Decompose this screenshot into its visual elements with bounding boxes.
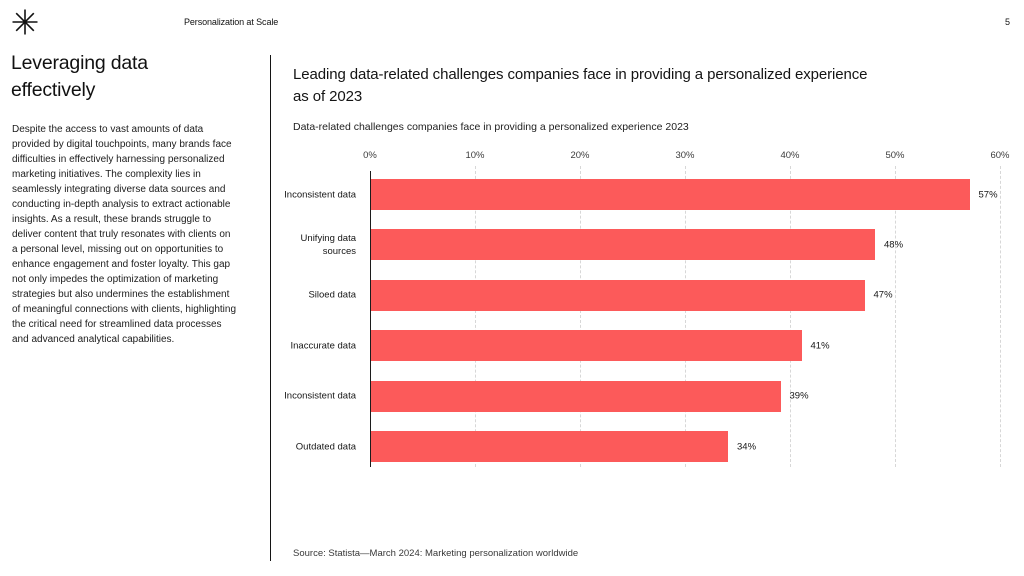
category-label: Inaccurate data — [290, 340, 357, 352]
bar — [371, 229, 875, 261]
header-title: Personalization at Scale — [184, 17, 279, 27]
value-label: 34% — [737, 441, 757, 452]
category-label: Inconsistent data — [284, 390, 356, 402]
category-label: Inconsistent data — [284, 189, 356, 200]
value-label: 39% — [789, 390, 809, 402]
bar — [371, 279, 865, 311]
x-axis-tick-label: 20% — [570, 150, 590, 161]
y-axis-line — [370, 171, 371, 467]
x-axis-tick-label: 0% — [363, 150, 377, 161]
bar — [371, 330, 802, 362]
gridline — [790, 166, 791, 467]
vertical-divider — [270, 55, 271, 561]
chart-title: Leading data-related challenges companie… — [293, 66, 868, 105]
gridline — [1000, 166, 1001, 467]
x-axis-tick-label: 60% — [990, 150, 1010, 161]
value-label: 41% — [810, 340, 830, 352]
category-label: Outdated data — [295, 441, 356, 452]
x-axis-tick-label: 30% — [675, 150, 695, 161]
x-axis-tick-label: 40% — [780, 150, 800, 161]
section-title: Leveraging data effectively — [11, 52, 148, 101]
gridline — [580, 166, 581, 467]
gridline — [895, 166, 896, 467]
bar — [371, 179, 970, 210]
x-axis-tick-label: 50% — [885, 150, 905, 161]
value-label: 57% — [978, 189, 998, 200]
category-label: Siloed data — [308, 289, 356, 301]
category-label: Unifying data sources — [300, 232, 356, 257]
x-axis-tick-label: 10% — [465, 150, 485, 161]
value-label: 48% — [884, 239, 904, 251]
chart-subtitle: Data-related challenges companies face i… — [293, 121, 689, 133]
value-label: 47% — [873, 289, 893, 301]
bar-chart-plot-area: 0% 10% 20% 30% 40% 50% 60% Inconsistent data 57%… — [284, 150, 1010, 470]
page-number: 5 — [1004, 17, 1010, 27]
chart-source: Source: Statista—March 2024: Marketing p… — [293, 548, 579, 559]
section-body-text: Despite the access to vast amounts of da… — [12, 124, 237, 345]
asterisk-logo-icon — [12, 9, 38, 35]
gridline — [685, 166, 686, 467]
bar — [371, 380, 781, 412]
bar — [371, 431, 728, 462]
gridline — [475, 166, 476, 467]
